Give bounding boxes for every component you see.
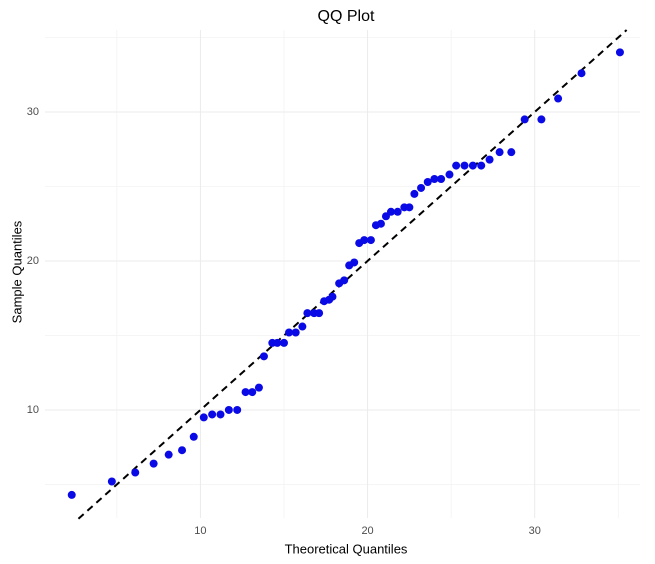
point xyxy=(445,170,454,179)
point xyxy=(423,177,432,186)
x-tick-label: 10 xyxy=(194,525,206,537)
point xyxy=(350,258,359,267)
reference-line xyxy=(77,29,628,520)
point xyxy=(178,446,187,455)
point xyxy=(241,388,250,397)
y-axis-label: Sample Quantiles xyxy=(9,220,24,323)
point xyxy=(131,468,140,477)
x-tick-label: 30 xyxy=(529,525,541,537)
x-tick-label: 20 xyxy=(361,525,373,537)
point xyxy=(340,276,349,285)
chart-title: QQ Plot xyxy=(318,8,375,25)
point xyxy=(477,161,486,170)
point xyxy=(107,477,116,486)
point xyxy=(468,161,477,170)
point xyxy=(233,405,242,414)
point xyxy=(460,161,469,170)
point xyxy=(303,309,312,318)
point xyxy=(507,148,516,157)
point xyxy=(189,432,198,441)
point xyxy=(259,352,268,361)
point xyxy=(577,69,586,78)
y-tick-label: 10 xyxy=(27,404,39,416)
point xyxy=(216,410,225,419)
point xyxy=(199,413,208,422)
point xyxy=(386,207,395,216)
point xyxy=(366,236,375,245)
point xyxy=(430,175,439,184)
point xyxy=(537,115,546,124)
point xyxy=(67,490,76,499)
y-tick-label: 30 xyxy=(27,106,39,118)
point xyxy=(417,183,426,192)
point xyxy=(615,48,624,57)
point xyxy=(224,405,233,414)
point xyxy=(315,309,324,318)
point xyxy=(554,94,563,103)
point xyxy=(376,219,385,228)
point xyxy=(495,148,504,157)
point xyxy=(485,155,494,164)
point xyxy=(164,450,173,459)
point xyxy=(273,338,282,347)
point xyxy=(328,292,337,301)
point xyxy=(280,338,289,347)
point xyxy=(291,328,300,337)
x-axis-label: Theoretical Quantiles xyxy=(285,541,408,556)
point xyxy=(298,322,307,331)
point xyxy=(248,388,257,397)
point xyxy=(410,189,419,198)
point xyxy=(149,459,158,468)
point xyxy=(254,383,263,392)
point xyxy=(208,410,217,419)
point xyxy=(285,328,294,337)
point xyxy=(520,115,529,124)
point xyxy=(393,207,402,216)
point xyxy=(437,175,446,184)
point xyxy=(405,203,414,212)
y-tick-label: 20 xyxy=(27,255,39,267)
point xyxy=(452,161,461,170)
point xyxy=(360,236,369,245)
